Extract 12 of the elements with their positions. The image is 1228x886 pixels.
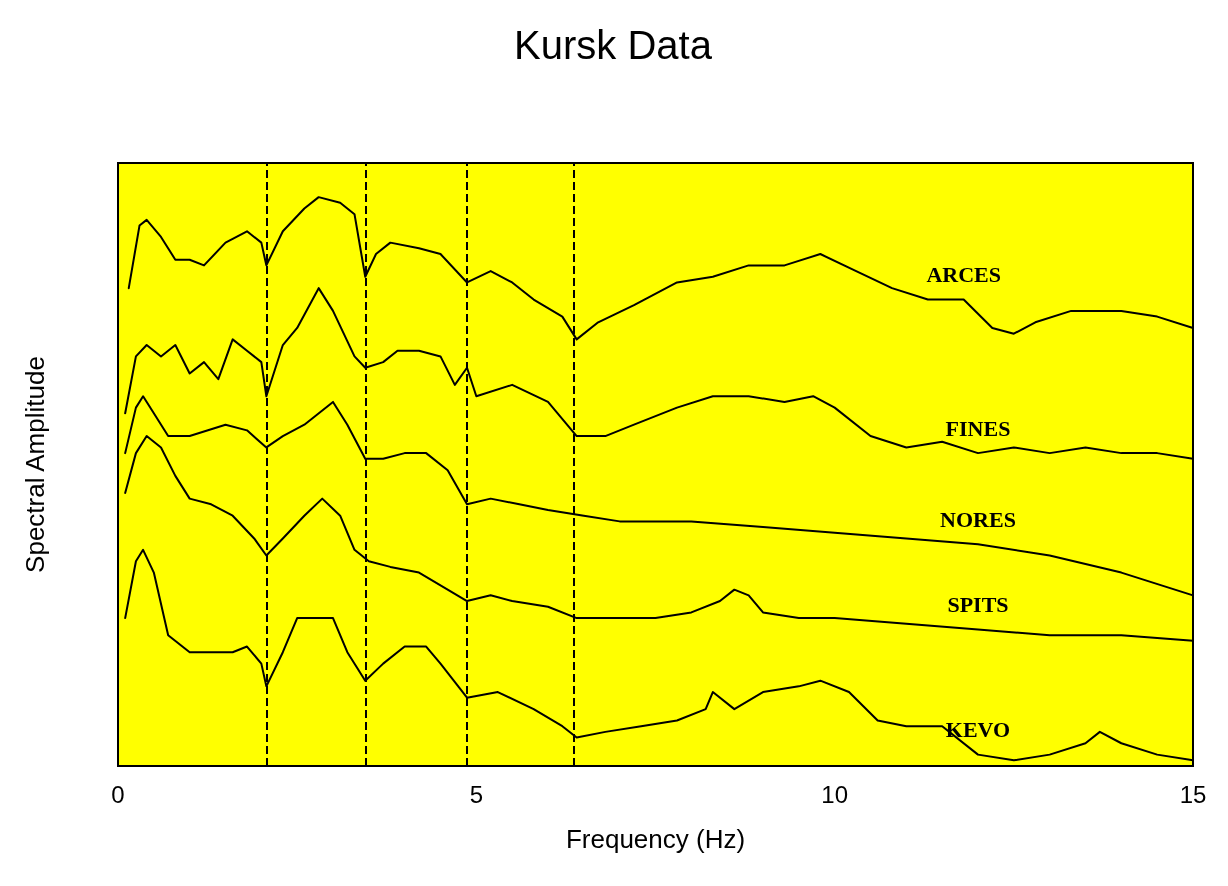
x-tick-label: 10: [821, 780, 849, 808]
series-label: SPITS: [947, 591, 1009, 617]
y-axis-title: Spectral Amplitude: [20, 356, 50, 573]
x-tick-label: 0: [111, 780, 125, 808]
series-label: FINES: [945, 415, 1011, 441]
series-label: KEVO: [945, 717, 1011, 743]
x-tick-label: 5: [469, 780, 484, 808]
series-label: NORES: [940, 506, 1016, 532]
x-axis-title: Frequency (Hz): [565, 824, 746, 854]
series-label: ARCES: [926, 262, 1001, 288]
chart-title: Kursk Data: [514, 23, 713, 67]
x-tick-label: 15: [1179, 780, 1207, 808]
